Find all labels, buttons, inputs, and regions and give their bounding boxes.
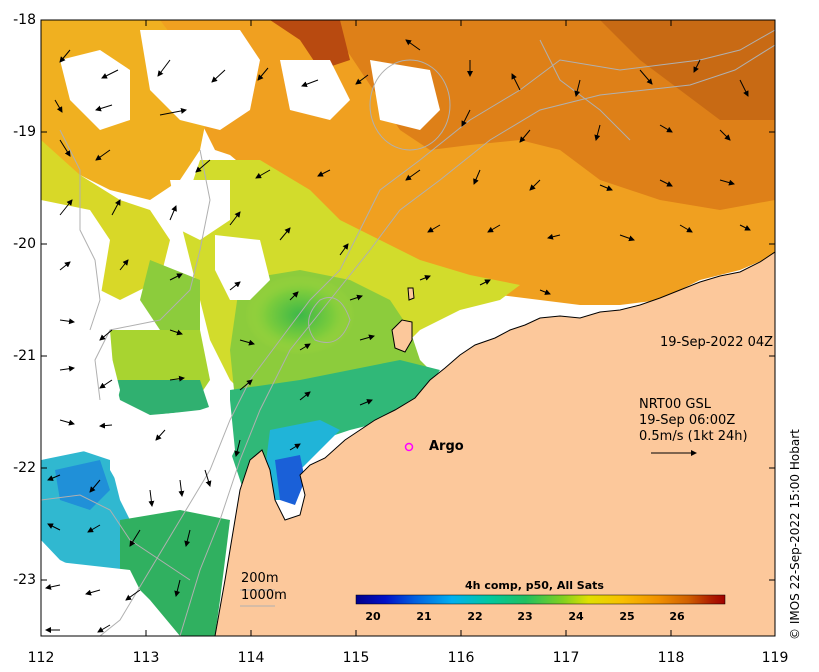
lon-tick-label: 118: [657, 650, 685, 666]
barrow-island: [391, 319, 413, 353]
lat-tick-label: -20: [13, 236, 36, 252]
sst-west-green: [140, 260, 200, 330]
lat-tick-label: -18: [13, 12, 36, 28]
lat-tick-label: -21: [13, 348, 36, 364]
colorbar-tick-label: 23: [517, 610, 533, 623]
colorbar-tick-label: 25: [619, 610, 635, 623]
lat-tick-label: -22: [13, 460, 36, 476]
current-time-label: 19-Sep 06:00Z: [639, 413, 736, 428]
colorbar-tick-label: 21: [416, 610, 432, 623]
colorbar-tick-label: 20: [365, 610, 381, 623]
colorbar: [355, 594, 726, 605]
sst-hottest-region: [600, 20, 775, 120]
islet: [407, 287, 415, 301]
land-australia: [214, 251, 775, 636]
lat-tick-label: -19: [13, 124, 36, 140]
lon-tick-label: 115: [342, 650, 370, 666]
lon-tick-label: 116: [447, 650, 475, 666]
plot-frame: [40, 19, 776, 637]
lon-tick-label: 114: [237, 650, 265, 666]
current-vectors: [45, 39, 751, 633]
colorbar-tick-label: 24: [568, 610, 584, 623]
lon-tick-label: 119: [761, 650, 789, 666]
lat-tick-label: -23: [13, 572, 36, 588]
argo-label: Argo: [429, 439, 464, 454]
lon-tick-label: 112: [27, 650, 55, 666]
depth-1000-label: 1000m: [241, 588, 287, 603]
cloud-gaps: [41, 30, 440, 636]
colorbar-tick-label: 22: [467, 610, 483, 623]
sst-eddy: [245, 275, 355, 355]
axis-ticks: [40, 19, 776, 636]
lon-tick-label: 117: [552, 650, 580, 666]
sst-red-patch: [270, 20, 350, 70]
current-source-label: NRT00 GSL: [639, 397, 711, 412]
sst-west-teal: [115, 380, 210, 415]
sst-sw-blue: [55, 460, 110, 510]
colorbar-tick-label: 26: [669, 610, 685, 623]
image-timestamp: 19-Sep-2022 04Z: [660, 335, 774, 350]
lon-tick-label: 113: [132, 650, 160, 666]
sst-sw-green: [120, 510, 230, 636]
sst-coastal-blue: [275, 455, 305, 505]
current-scale-label: 0.5m/s (1kt 24h): [639, 429, 748, 444]
argo-float-marker: [404, 442, 414, 452]
depth-200-label: 200m: [241, 571, 279, 586]
credit-text: © IMOS 22-Sep-2022 15:00 Hobart: [788, 429, 802, 640]
colorbar-title: 4h comp, p50, All Sats: [465, 579, 604, 592]
